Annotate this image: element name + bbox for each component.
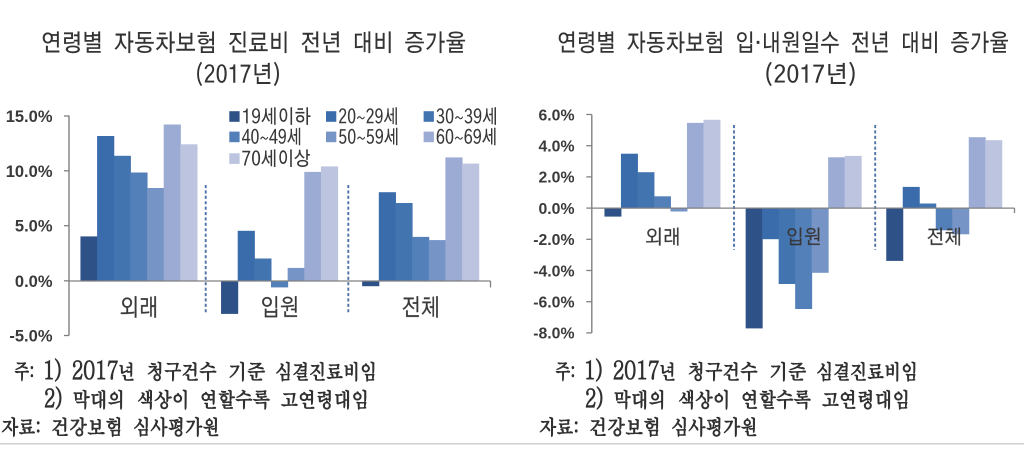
- svg-text:0.0%: 0.0%: [15, 273, 53, 291]
- svg-text:6.0%: 6.0%: [538, 107, 574, 124]
- svg-text:-6.0%: -6.0%: [533, 294, 574, 311]
- svg-text:-4.0%: -4.0%: [533, 263, 574, 280]
- svg-text:-8.0%: -8.0%: [533, 326, 574, 343]
- svg-text:4.0%: 4.0%: [538, 138, 574, 155]
- svg-text:0.0%: 0.0%: [538, 201, 574, 218]
- svg-text:5.0%: 5.0%: [15, 218, 53, 236]
- svg-text:-2.0%: -2.0%: [533, 232, 574, 249]
- svg-text:2.0%: 2.0%: [538, 170, 574, 187]
- svg-text:15.0%: 15.0%: [6, 108, 53, 126]
- svg-text:10.0%: 10.0%: [6, 163, 53, 181]
- svg-text:-5.0%: -5.0%: [9, 328, 52, 346]
